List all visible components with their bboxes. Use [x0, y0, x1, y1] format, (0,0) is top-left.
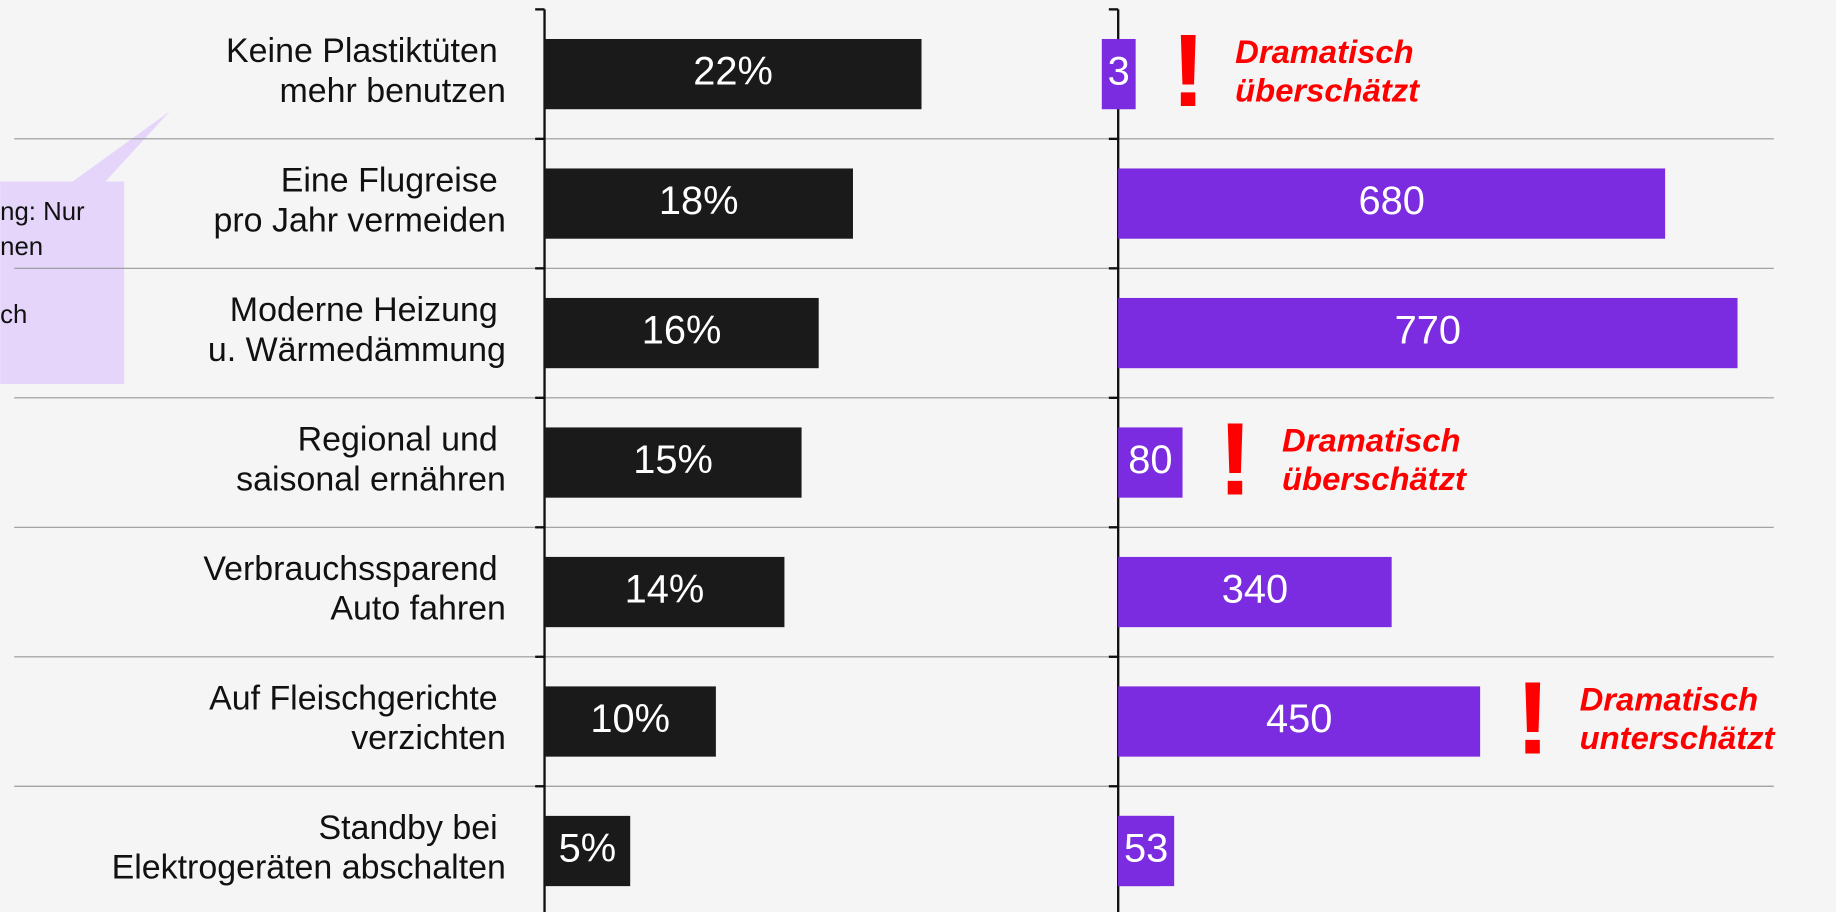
annotation-text: überschätzt	[1282, 460, 1468, 497]
value-label: 340	[1222, 568, 1288, 612]
annotation-text: Dramatisch	[1235, 33, 1413, 70]
value-label: 680	[1358, 179, 1424, 223]
bar	[544, 686, 716, 757]
value-label: 770	[1395, 309, 1461, 353]
callout-text: nen	[0, 233, 43, 261]
bar	[544, 815, 631, 887]
bar	[1118, 297, 1738, 369]
category-label: Auto fahren	[330, 590, 505, 628]
value-label: 450	[1266, 697, 1332, 741]
category-label: Elektrogeräten abschalten	[112, 849, 506, 887]
category-label: Auf Fleischgerichte	[209, 679, 498, 717]
category-label: Verbrauchssparend	[203, 550, 497, 588]
bar	[1118, 168, 1666, 239]
value-label: 3	[1108, 50, 1130, 94]
annotation-text: überschätzt	[1235, 71, 1421, 108]
callout-text: ng: Nur	[0, 198, 85, 226]
bar	[544, 38, 922, 110]
category-label: Keine Plastiktüten	[226, 32, 498, 70]
value-label-box	[1118, 815, 1175, 887]
value-label: 10%	[590, 697, 670, 741]
bar	[544, 427, 802, 498]
category-label: verzichten	[351, 719, 506, 757]
bar	[1118, 427, 1183, 498]
bar	[544, 297, 819, 369]
category-label: pro Jahr vermeiden	[214, 201, 506, 239]
category-label: Regional und	[298, 420, 498, 458]
category-label: Eine Flugreise	[281, 161, 498, 199]
annotation-mark: !	[1218, 401, 1252, 516]
callout	[0, 111, 170, 384]
annotation-text: Dramatisch	[1580, 680, 1758, 717]
value-label: 80	[1128, 438, 1172, 482]
value-label: 15%	[633, 438, 713, 482]
value-label: 5%	[559, 827, 617, 871]
category-label: u. Wärmedämmung	[208, 331, 506, 369]
value-label: 22%	[693, 50, 773, 94]
annotation-mark: !	[1171, 13, 1205, 128]
category-label: saisonal ernähren	[236, 460, 506, 498]
annotation-text: Dramatisch	[1282, 421, 1460, 458]
value-label: 16%	[642, 309, 722, 353]
annotation-mark: !	[1516, 660, 1550, 775]
category-label: Moderne Heizung	[230, 291, 498, 329]
bar	[1118, 556, 1392, 628]
bar	[544, 556, 785, 628]
bar	[1118, 686, 1481, 757]
value-label: 53	[1124, 827, 1168, 871]
annotation-text: unterschätzt	[1580, 719, 1777, 756]
value-label: 14%	[625, 568, 705, 612]
category-label: mehr benutzen	[279, 72, 505, 110]
callout-text: ch	[0, 301, 27, 329]
category-label: Standby bei	[318, 809, 497, 847]
value-label-box	[1101, 38, 1136, 110]
value-label: 18%	[659, 179, 739, 223]
bar	[544, 168, 853, 239]
